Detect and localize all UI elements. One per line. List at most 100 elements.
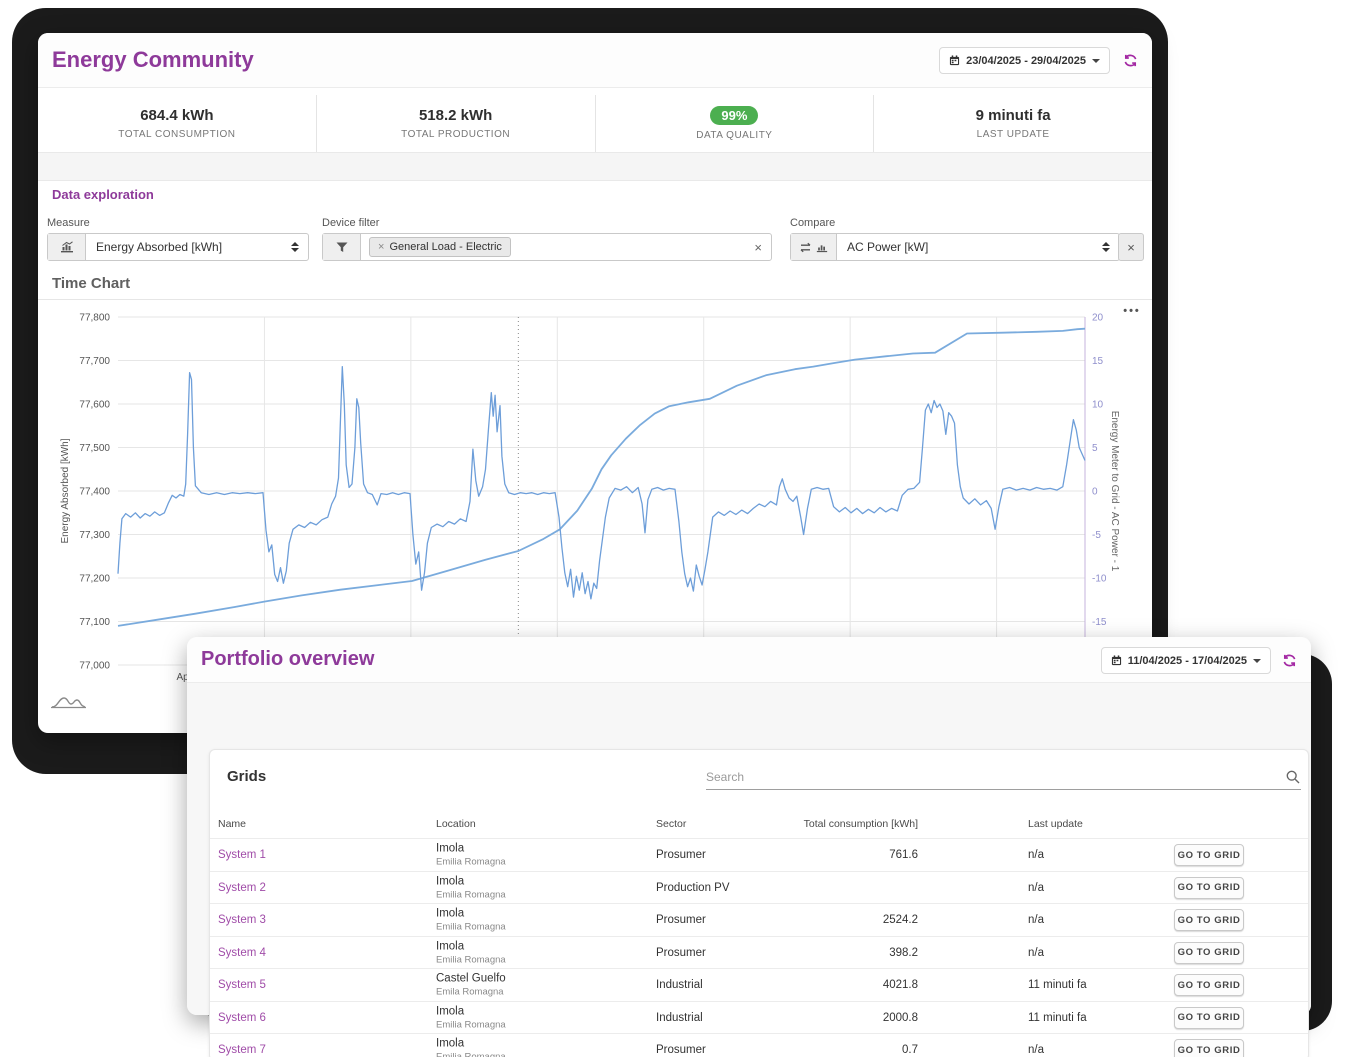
energy-community-window: Energy Community 23/04/2025 - 29/04/2025…	[38, 33, 1152, 733]
grid-name-link[interactable]: System 2	[218, 881, 266, 894]
calendar-icon	[950, 55, 960, 66]
grid-region: Emilia Romagna	[436, 1051, 506, 1057]
grid-last-update: 11 minuti fa	[1028, 979, 1087, 991]
measure-value: Energy Absorbed [kWh]	[96, 240, 223, 254]
column-header-consumption: Total consumption [kWh]	[803, 818, 918, 830]
grids-panel: Grids Name Location Sector Total consump…	[209, 749, 1309, 1057]
grid-location: Imola Emilia Romagna	[436, 1038, 506, 1057]
grid-city: Imola	[436, 842, 465, 855]
stats-row: 684.4 kWh TOTAL CONSUMPTION 518.2 kWh TO…	[38, 95, 1152, 152]
grid-last-update: n/a	[1028, 1044, 1044, 1056]
calendar-icon	[1111, 655, 1121, 666]
grid-last-update: 11 minuti fa	[1028, 1011, 1087, 1024]
remove-compare-button[interactable]: ×	[1118, 233, 1144, 261]
stat-total-consumption: 684.4 kWh TOTAL CONSUMPTION	[38, 95, 316, 152]
data-exploration-heading: Data exploration	[52, 187, 154, 202]
grid-sector: Prosumer	[656, 849, 706, 861]
grid-city: Castel Guelfo	[436, 972, 506, 985]
table-header-row: Name Location Sector Total consumption […	[210, 812, 1308, 838]
table-row: System 5 Castel Guelfo Emila Romagna Indust…	[210, 968, 1308, 1001]
grid-sector: Production PV	[656, 881, 730, 894]
go-to-grid-button[interactable]: GO TO GRID	[1174, 941, 1244, 964]
svg-text:-15: -15	[1092, 617, 1107, 628]
divider	[38, 299, 1152, 300]
search-input[interactable]	[706, 769, 1285, 784]
grid-name-link[interactable]: System 4	[218, 946, 266, 959]
section-divider	[38, 152, 1152, 181]
right-axis-title: Energy Meter to Grid - AC Power - 1	[1109, 411, 1120, 572]
grid-location: Castel Guelfo Emila Romagna	[436, 973, 506, 998]
portfolio-title: Portfolio overview	[201, 648, 375, 670]
bar-chart-icon	[48, 234, 86, 260]
grid-consumption: 2000.8	[882, 1011, 918, 1024]
page-title: Energy Community	[52, 47, 254, 72]
go-to-grid-button[interactable]: GO TO GRID	[1174, 974, 1244, 996]
chevron-down-icon	[1253, 658, 1261, 663]
grid-sector: Prosumer	[656, 914, 706, 926]
refresh-button[interactable]	[1276, 647, 1302, 674]
grid-last-update: n/a	[1028, 946, 1044, 959]
stat-label: LAST UPDATE	[976, 129, 1050, 140]
go-to-grid-button[interactable]: GO TO GRID	[1174, 844, 1244, 866]
grid-region: Emilia Romagna	[436, 889, 506, 900]
clear-filter-icon[interactable]: ×	[754, 239, 762, 255]
select-arrows-icon	[291, 242, 299, 252]
column-header-location: Location	[436, 818, 476, 830]
stat-label: DATA QUALITY	[696, 130, 773, 141]
date-range-text: 23/04/2025 - 29/04/2025	[966, 54, 1086, 67]
refresh-icon	[1124, 54, 1136, 67]
stat-label: TOTAL CONSUMPTION	[118, 129, 236, 140]
grid-consumption: 2524.2	[882, 914, 918, 926]
column-header-name: Name	[218, 818, 247, 830]
time-chart-heading: Time Chart	[52, 275, 131, 292]
portfolio-body: Grids Name Location Sector Total consump…	[187, 683, 1311, 1057]
grid-city: Imola	[436, 940, 465, 952]
series-left	[117, 327, 1086, 627]
date-range-picker[interactable]: 23/04/2025 - 29/04/2025	[939, 47, 1110, 74]
go-to-grid-button[interactable]: GO TO GRID	[1174, 1006, 1244, 1029]
compare-select[interactable]: AC Power [kW]	[790, 233, 1120, 261]
grid-name-link[interactable]: System 5	[218, 979, 266, 991]
svg-text:10: 10	[1092, 400, 1104, 411]
stat-data-quality: 99% DATA QUALITY	[594, 95, 874, 152]
grid-sector: Industrial	[656, 1011, 703, 1024]
measure-select[interactable]: Energy Absorbed [kWh]	[47, 233, 309, 261]
table-row: System 7 Imola Emilia Romagna Prosumer 0.7 n/…	[210, 1033, 1308, 1057]
svg-text:77,800: 77,800	[79, 313, 110, 324]
svg-text:15: 15	[1092, 356, 1104, 367]
grid-region: Emilia Romagna	[436, 921, 506, 933]
grid-name-link[interactable]: System 3	[218, 914, 266, 926]
device-filter-box[interactable]: × General Load - Electric ×	[322, 233, 772, 261]
grid-location: Imola Emilia Romagna	[436, 908, 506, 933]
svg-text:77,500: 77,500	[79, 443, 110, 454]
date-range-picker[interactable]: 11/04/2025 - 17/04/2025	[1100, 647, 1271, 674]
grid-region: Emilia Romagna	[436, 1019, 506, 1030]
filter-chip[interactable]: × General Load - Electric	[369, 237, 511, 257]
go-to-grid-button[interactable]: GO TO GRID	[1174, 1039, 1244, 1057]
go-to-grid-button[interactable]: GO TO GRID	[1174, 909, 1244, 931]
mini-wave-icon[interactable]	[50, 691, 88, 716]
grid-name-link[interactable]: System 6	[218, 1011, 266, 1024]
svg-text:20: 20	[1092, 313, 1104, 324]
search-box	[706, 764, 1301, 790]
go-to-grid-button[interactable]: GO TO GRID	[1174, 876, 1244, 899]
stat-value: 518.2 kWh	[418, 107, 493, 124]
chart-context-menu-button[interactable]: •••	[1123, 305, 1141, 317]
device-filter-label: Device filter	[322, 217, 380, 229]
grid-name-link[interactable]: System 7	[218, 1044, 266, 1056]
stat-label: TOTAL PRODUCTION	[401, 129, 511, 140]
svg-text:77,400: 77,400	[79, 487, 110, 498]
filter-chip-label: General Load - Electric	[389, 241, 502, 253]
refresh-button[interactable]	[1117, 47, 1143, 74]
svg-text:77,600: 77,600	[79, 400, 110, 411]
svg-text:77,300: 77,300	[79, 530, 110, 541]
chip-remove-icon[interactable]: ×	[378, 241, 385, 253]
grid-city: Imola	[436, 1037, 465, 1050]
table-row: System 2 Imola Emilia Romagna Production PV…	[210, 870, 1308, 904]
grid-name-link[interactable]: System 1	[218, 849, 266, 861]
svg-text:-10: -10	[1092, 574, 1107, 585]
svg-text:5: 5	[1092, 443, 1098, 454]
date-range-text: 11/04/2025 - 17/04/2025	[1127, 654, 1247, 667]
magnifier-icon[interactable]	[1285, 769, 1301, 785]
svg-text:77,700: 77,700	[79, 356, 110, 367]
